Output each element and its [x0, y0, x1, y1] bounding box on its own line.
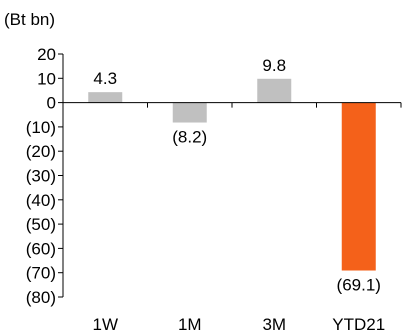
y-tick-label: (10) [26, 118, 56, 137]
y-tick-label: (60) [26, 239, 56, 258]
category-labels: 1W 1M 3M YTD21 [93, 315, 386, 334]
y-tick-label: 20 [37, 45, 56, 64]
data-label: (69.1) [337, 276, 381, 295]
unit-label: (Bt bn) [4, 10, 55, 29]
y-tick-label: 10 [37, 69, 56, 88]
category-label: 3M [262, 315, 286, 334]
category-label: YTD21 [332, 315, 385, 334]
category-label: 1M [178, 315, 202, 334]
bar-1m [172, 102, 207, 123]
y-tick-label: (40) [26, 191, 56, 210]
category-label: 1W [93, 315, 119, 334]
y-tick-label: (50) [26, 215, 56, 234]
y-tick-label: (20) [26, 142, 56, 161]
y-tick-label: (30) [26, 167, 56, 186]
bar-3m [257, 78, 292, 103]
data-label: (8.2) [172, 128, 207, 147]
y-tick-label: (70) [26, 264, 56, 283]
bar-ytd21 [341, 102, 376, 271]
data-label: 9.8 [262, 56, 286, 75]
y-tick-label: (80) [26, 288, 56, 307]
bars [88, 78, 376, 271]
data-labels: 4.3 (8.2) 9.8 (69.1) [93, 56, 381, 295]
data-label: 4.3 [93, 69, 117, 88]
y-axis: 20 10 0 (10) (20) (30) (40) (50) (60) (70) (80) [26, 45, 64, 307]
x-axis [62, 102, 402, 108]
y-tick-label: 0 [47, 94, 56, 113]
bar-1w [88, 92, 123, 103]
